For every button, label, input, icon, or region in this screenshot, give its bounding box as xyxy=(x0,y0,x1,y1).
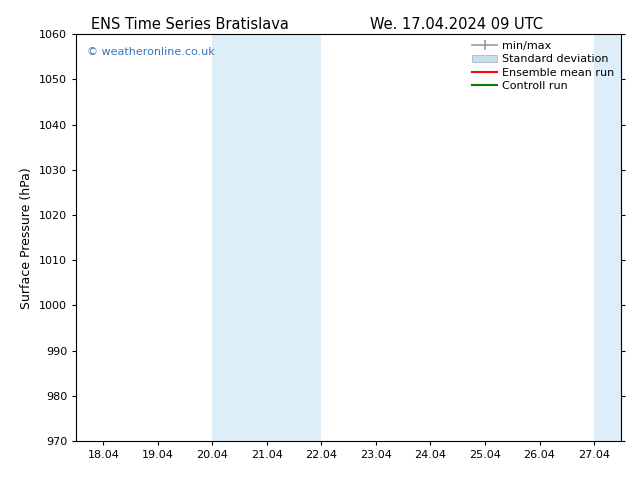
Text: We. 17.04.2024 09 UTC: We. 17.04.2024 09 UTC xyxy=(370,17,543,32)
Legend: min/max, Standard deviation, Ensemble mean run, Controll run: min/max, Standard deviation, Ensemble me… xyxy=(468,37,619,96)
Bar xyxy=(212,34,321,441)
Text: © weatheronline.co.uk: © weatheronline.co.uk xyxy=(87,47,215,56)
Bar xyxy=(594,34,621,441)
Text: ENS Time Series Bratislava: ENS Time Series Bratislava xyxy=(91,17,289,32)
Y-axis label: Surface Pressure (hPa): Surface Pressure (hPa) xyxy=(20,167,34,309)
